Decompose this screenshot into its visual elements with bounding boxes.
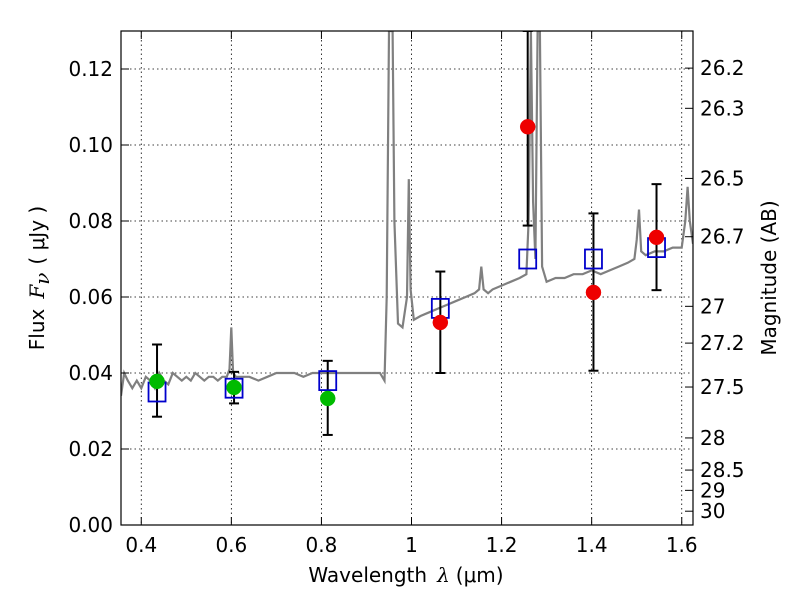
x-tick-label: 1.2 bbox=[486, 533, 518, 557]
y-tick-label: 0.08 bbox=[68, 209, 113, 233]
model-point bbox=[224, 377, 244, 399]
y2-tick-label: 28.5 bbox=[700, 458, 745, 482]
observed-points bbox=[149, 119, 665, 407]
y-tick-label: 0.04 bbox=[68, 361, 113, 385]
y-tick-label: 0.00 bbox=[68, 513, 113, 537]
nir-point bbox=[519, 119, 536, 135]
model-point bbox=[318, 370, 338, 392]
y2-axis-label: Magnitude (AB) bbox=[757, 200, 781, 355]
y2-tick-label: 28 bbox=[700, 426, 725, 450]
model-point bbox=[584, 248, 603, 270]
y2-tick-label: 26.3 bbox=[700, 96, 745, 120]
y2-tick-label: 29 bbox=[700, 478, 725, 502]
y2-tick-label: 27.5 bbox=[700, 375, 745, 399]
y2-tick-label: 26.7 bbox=[700, 225, 745, 249]
spectrum-line bbox=[121, 31, 693, 396]
y-axis-ticks: 0.00 0.02 0.04 0.06 0.08 0.10 0.12 bbox=[68, 57, 129, 537]
optical-point bbox=[226, 379, 242, 396]
y2-tick-label: 30 bbox=[700, 499, 725, 523]
y-tick-label: 0.06 bbox=[68, 285, 113, 309]
x-tick-label: 1.4 bbox=[576, 533, 608, 557]
y2-tick-label: 27 bbox=[700, 294, 725, 318]
x-tick-label: 0.4 bbox=[125, 533, 157, 557]
optical-point bbox=[319, 390, 336, 407]
y-axis-label: FluxFν( μJy ) bbox=[25, 206, 54, 350]
x-tick-label: 0.6 bbox=[215, 533, 247, 557]
x-tick-label: 1.6 bbox=[666, 533, 698, 557]
model-point bbox=[518, 248, 538, 270]
y-tick-label: 0.12 bbox=[68, 57, 113, 81]
nir-point bbox=[432, 314, 449, 331]
x-tick-label: 0.8 bbox=[306, 533, 338, 557]
plot-frame bbox=[120, 30, 694, 526]
y-tick-label: 0.10 bbox=[68, 133, 113, 157]
nir-point bbox=[585, 284, 602, 301]
plot-area bbox=[121, 31, 693, 436]
y-tick-label: 0.02 bbox=[68, 437, 113, 461]
y2-tick-label: 27.2 bbox=[700, 331, 745, 355]
x-axis-ticks: 0.4 0.6 0.8 1 1.2 1.4 1.6 bbox=[125, 31, 698, 557]
nir-point bbox=[648, 229, 665, 246]
x-tick-label: 1 bbox=[405, 533, 418, 557]
y2-tick-label: 26.2 bbox=[700, 56, 745, 80]
optical-point bbox=[149, 373, 165, 390]
x-axis-label: Wavelength λ (μm) bbox=[308, 563, 503, 587]
y2-tick-label: 26.5 bbox=[700, 166, 745, 190]
